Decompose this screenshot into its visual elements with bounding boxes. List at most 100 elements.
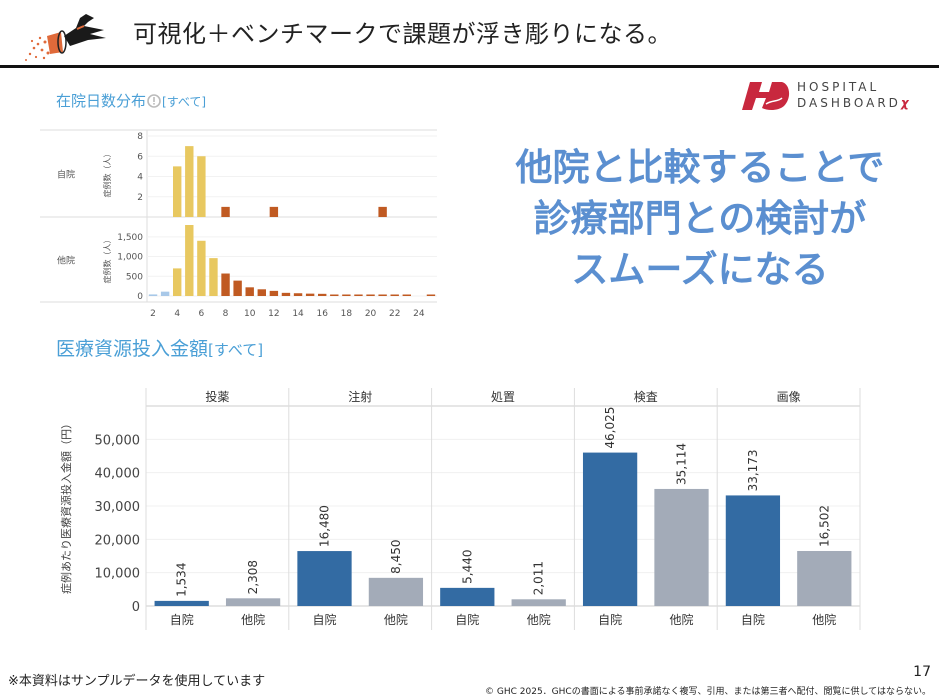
header-divider [0, 65, 939, 68]
slide-header: 可視化＋ベンチマークで課題が浮き彫りになる。 [0, 0, 939, 68]
histogram-bar [221, 273, 230, 296]
y-axis-title: 症例数（人） [102, 150, 112, 198]
data-label: 16,480 [318, 505, 332, 547]
histogram-bar [209, 258, 218, 296]
y-tick-label: 40,000 [95, 467, 141, 482]
cost-section-title: 医療資源投入金額[すべて] [56, 334, 263, 361]
histogram-bar [402, 294, 411, 296]
data-label: 2,011 [532, 561, 546, 595]
los-filter-link[interactable]: [すべて] [162, 95, 207, 109]
category-header: 画像 [777, 390, 801, 404]
histogram-bar [269, 206, 279, 217]
bar-other [368, 577, 424, 606]
hd-line2: DASHBOARD [797, 96, 901, 110]
y-tick-label: 500 [126, 272, 143, 282]
cost-bar-chart: 症例あたり医療資源投入金額（円） 0 10,000 20,000 30,000 40,00… [59, 388, 861, 630]
hd-mark-icon [742, 82, 790, 111]
x-tick-label: 2 [150, 309, 156, 319]
hd-line1: HOSPITAL [797, 80, 880, 94]
x-tick-label: 自院 [598, 613, 622, 627]
y-tick-label: 2 [137, 193, 143, 203]
message-line: 他院と比較することで [515, 146, 885, 189]
bar-other [225, 598, 281, 606]
histogram-bar [173, 268, 182, 296]
x-tick-label: 自院 [455, 613, 479, 627]
message-line: スムーズになる [571, 248, 829, 291]
histogram-bar [173, 166, 182, 217]
message-line: 診療部門との検討が [533, 197, 867, 240]
category-header: 注射 [348, 389, 372, 404]
data-label: 2,308 [246, 560, 260, 594]
x-tick-label: 18 [341, 309, 353, 319]
cost-filter-link[interactable]: [すべて] [208, 341, 264, 359]
y-tick-label: 10,000 [95, 567, 141, 582]
y-axis-title: 症例数（人） [102, 236, 112, 284]
data-label: 16,502 [817, 505, 831, 547]
bar-own [440, 587, 495, 606]
x-tick-label: 6 [199, 309, 205, 319]
histogram-bar [281, 292, 291, 296]
histogram-bar [330, 294, 339, 296]
histogram-bar [378, 206, 387, 217]
refresh-icon[interactable] [146, 93, 162, 109]
category-header: 投薬 [205, 389, 229, 404]
y-tick-label: 4 [137, 173, 143, 183]
histogram-bar [245, 287, 254, 296]
hospital-dashboard-logo: HOSPITAL DASHBOARDχ [742, 76, 932, 114]
footnote: ※本資料はサンプルデータを使用しています [8, 674, 266, 689]
x-tick-label: 10 [244, 309, 256, 319]
bar-other [511, 599, 566, 606]
y-tick-label: 6 [137, 152, 143, 162]
los-title: 在院日数分布 [56, 92, 147, 110]
histogram-bar [354, 294, 363, 296]
copyright: © GHC 2025．GHCの書面による事前承諾なく複写、引用、または第三者へ配… [485, 687, 931, 697]
bar-own [725, 495, 781, 606]
category-header: 処置 [491, 390, 515, 404]
x-tick-label: 24 [413, 309, 425, 319]
category-header: 検査 [634, 390, 658, 404]
hd-x-mark: χ [900, 96, 909, 110]
histogram-bar [390, 294, 399, 296]
y-tick-label: 30,000 [95, 500, 141, 515]
dog-logo-icon [25, 14, 106, 61]
histogram-bar [221, 206, 230, 217]
x-tick-label: 自院 [312, 613, 336, 627]
bar-other [654, 488, 709, 606]
x-tick-label: 他院 [241, 613, 265, 627]
data-label: 8,450 [389, 539, 403, 573]
x-tick-label: 12 [268, 309, 279, 319]
data-label: 35,114 [675, 443, 689, 485]
row-label: 他院 [57, 255, 75, 267]
y-tick-label: 20,000 [95, 533, 141, 548]
slide-title: 可視化＋ベンチマークで課題が浮き彫りになる。 [133, 20, 672, 48]
x-tick-label: 他院 [527, 613, 551, 627]
data-label: 1,534 [175, 563, 189, 597]
histogram-bar [233, 280, 242, 296]
histogram-bar [160, 291, 170, 296]
y-tick-label: 0 [137, 292, 143, 302]
histogram-bar [342, 294, 351, 296]
y-tick-label: 0 [132, 600, 140, 615]
x-tick-label: 4 [174, 309, 180, 319]
x-tick-label: 自院 [170, 613, 194, 627]
x-tick-label: 他院 [669, 613, 693, 627]
x-tick-label: 22 [389, 309, 400, 319]
histogram-bar [366, 294, 375, 296]
row-label: 自院 [57, 169, 75, 181]
bar-own [297, 551, 352, 606]
x-tick-label: 他院 [812, 613, 836, 627]
hd-wordmark: HOSPITAL DASHBOARDχ [797, 79, 909, 111]
bar-own [582, 452, 638, 606]
x-tick-label: 自院 [741, 613, 765, 627]
data-label: 5,440 [460, 550, 474, 584]
histogram-bar [293, 293, 303, 296]
x-tick-label: 20 [365, 309, 377, 319]
key-message: 他院と比較することで 診療部門との検討が スムーズになる [470, 142, 930, 295]
cost-title: 医療資源投入金額 [56, 338, 209, 360]
histogram-bar [426, 294, 436, 296]
y-axis-title: 症例あたり医療資源投入金額（円） [59, 418, 73, 594]
x-tick-label: 他院 [384, 613, 408, 627]
histogram-bar [269, 290, 279, 296]
y-tick-label: 1,000 [117, 253, 143, 263]
